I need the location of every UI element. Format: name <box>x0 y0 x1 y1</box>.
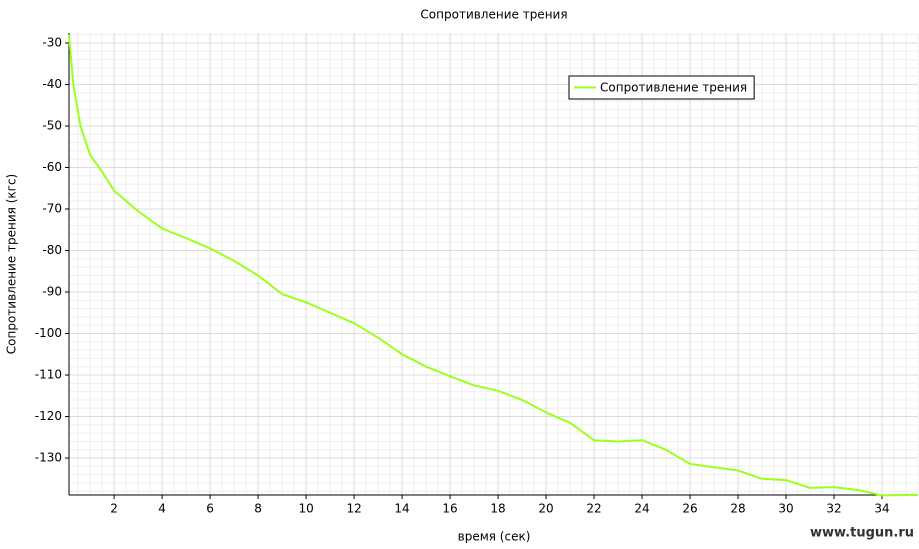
x-tick-label: 14 <box>394 502 409 516</box>
x-tick-label: 8 <box>254 502 262 516</box>
x-tick-label: 30 <box>778 502 793 516</box>
y-tick-label: -130 <box>35 451 62 465</box>
x-tick-label: 24 <box>634 502 649 516</box>
y-axis-label: Сопротивление трения (кгс) <box>5 174 19 354</box>
y-tick-label: -100 <box>35 326 62 340</box>
y-tick-label: -50 <box>42 118 62 132</box>
legend-label: Сопротивление трения <box>600 81 747 95</box>
x-tick-label: 18 <box>490 502 505 516</box>
x-tick-label: 6 <box>206 502 214 516</box>
watermark: www.tugun.ru <box>810 526 914 541</box>
x-tick-label: 34 <box>874 502 889 516</box>
x-tick-label: 28 <box>730 502 745 516</box>
x-tick-label: 20 <box>538 502 553 516</box>
x-tick-label: 2 <box>110 502 118 516</box>
x-tick-label: 26 <box>682 502 697 516</box>
y-tick-label: -60 <box>42 160 62 174</box>
x-axis-label: время (сек) <box>458 530 531 544</box>
x-tick-label: 22 <box>586 502 601 516</box>
x-tick-label: 32 <box>826 502 841 516</box>
x-tick-label: 16 <box>442 502 457 516</box>
y-tick-label: -110 <box>35 368 62 382</box>
y-tick-label: -30 <box>42 35 62 49</box>
legend-box <box>568 75 755 100</box>
y-tick-label: -80 <box>42 243 62 257</box>
series-line <box>68 34 918 497</box>
x-tick-label: 10 <box>298 502 313 516</box>
legend: Сопротивление трения <box>568 75 755 100</box>
y-tick-label: -70 <box>42 202 62 216</box>
y-tick-label: -90 <box>42 285 62 299</box>
y-tick-label: -40 <box>42 77 62 91</box>
x-tick-label: 12 <box>346 502 361 516</box>
x-tick-label: 4 <box>158 502 166 516</box>
y-tick-label: -120 <box>35 409 62 423</box>
chart-title: Сопротивление трения <box>420 8 567 22</box>
